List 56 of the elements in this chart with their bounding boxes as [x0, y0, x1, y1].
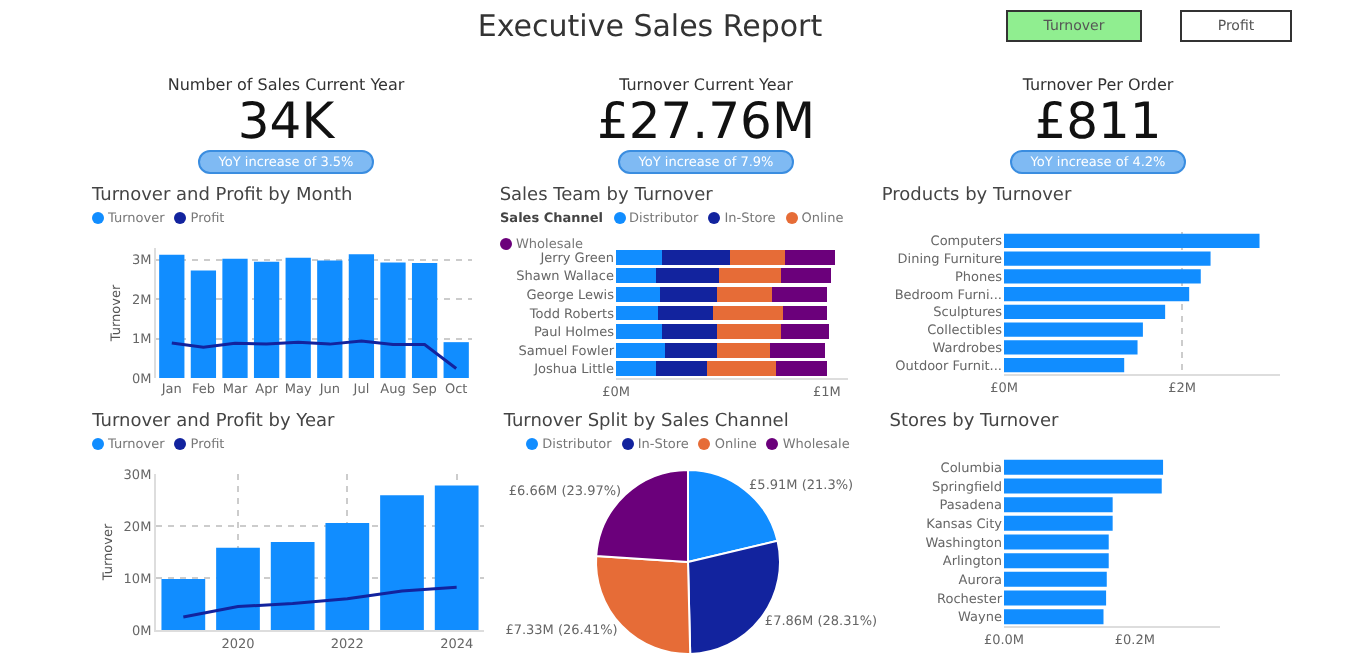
bar [317, 260, 343, 378]
bar [616, 305, 659, 321]
chart-title: Stores by Turnover [889, 412, 1059, 433]
bar [1004, 553, 1109, 569]
bar [270, 542, 315, 630]
text: Executive Sales Report [475, 8, 825, 44]
chart-title: Products by Turnover [881, 185, 1072, 206]
text: Number of Sales Current Year [165, 76, 407, 94]
bar [782, 305, 827, 321]
line-series [170, 339, 458, 371]
bar [1004, 304, 1166, 319]
bar [325, 522, 370, 630]
bar [660, 287, 718, 302]
bar [1004, 571, 1107, 587]
bar [1004, 515, 1113, 531]
bar [161, 579, 206, 630]
chart-title: Turnover Split by Sales Channel [501, 412, 789, 433]
line-series [181, 585, 459, 619]
bar [285, 257, 311, 378]
bar [411, 262, 438, 378]
bar [380, 495, 424, 630]
bar [216, 547, 260, 630]
bar [616, 324, 663, 339]
bar [1004, 358, 1125, 373]
bar [159, 254, 185, 378]
text: £811 [1032, 92, 1164, 150]
bar [443, 342, 469, 378]
bar [253, 261, 280, 378]
bar [222, 258, 248, 378]
bar [1004, 287, 1190, 302]
bar [616, 287, 661, 302]
bar [1004, 478, 1162, 494]
bar [348, 254, 375, 378]
bar [434, 485, 479, 630]
bar [1004, 609, 1104, 625]
bar [190, 270, 217, 378]
bar [1004, 459, 1164, 475]
bar [1004, 590, 1107, 606]
bar [380, 262, 406, 378]
bar [772, 287, 827, 302]
text: Turnover Per Order [1020, 76, 1176, 94]
bar [717, 287, 773, 302]
text: £27.76M [594, 92, 818, 150]
chart-title: Turnover and Profit by Year [90, 412, 336, 433]
bar [1004, 497, 1113, 513]
bar [662, 324, 718, 339]
bar [1004, 233, 1260, 248]
bar [717, 324, 781, 339]
text: Turnover Current Year [617, 76, 795, 94]
text: 34K [235, 92, 337, 150]
chart-title: Turnover and Profit by Month [90, 185, 353, 206]
bar [713, 305, 783, 321]
bar [658, 305, 714, 321]
bar [1004, 534, 1109, 550]
bar [780, 324, 830, 339]
chart-title: Sales Team by Turnover [499, 185, 714, 206]
